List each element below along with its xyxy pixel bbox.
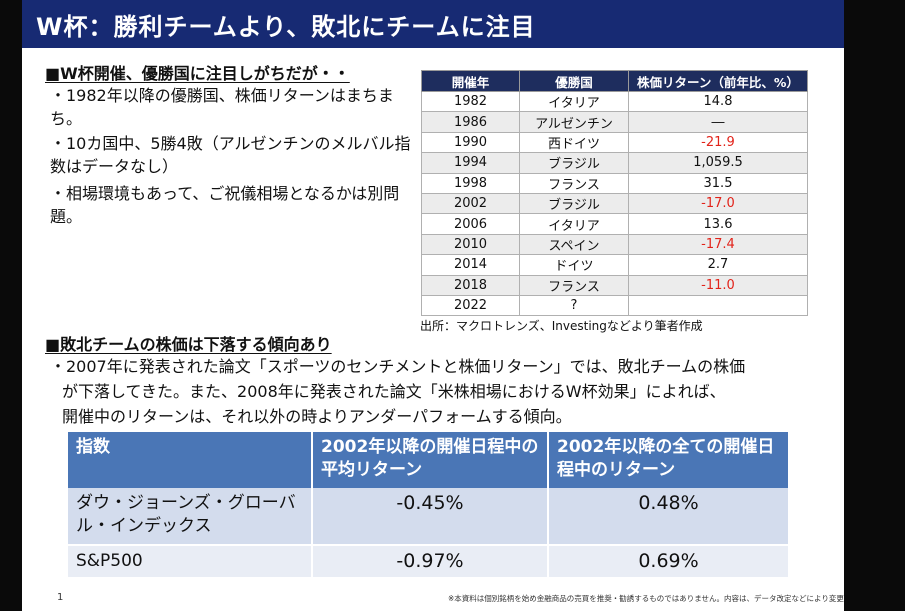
row-country: ドイツ <box>519 254 629 276</box>
performance-table-header: 指数 2002年以降の開催日程中の平均リターン 2002年以降の全ての開催日程中… <box>68 432 790 488</box>
row-year: 1994 <box>421 152 520 174</box>
header-country: 優勝国 <box>519 70 629 92</box>
table-row: 1986 アルゼンチン ― <box>421 111 808 133</box>
row-return: -21.9 <box>628 131 808 154</box>
row-country: イタリア <box>519 90 629 113</box>
perf-header-all: 2002年以降の全ての開催日程中のリターン <box>548 432 790 488</box>
section2-line-2: が下落してきた。また、2008年に発表された論文「米株相場におけるW杯効果」によ… <box>62 382 726 401</box>
row-year: 1986 <box>421 111 520 133</box>
table-row: 2022? <box>421 294 808 317</box>
row-country: フランス <box>519 172 629 194</box>
table-row: ダウ・ジョーンズ・グローバル・インデックス -0.45% 0.48% <box>68 488 790 546</box>
perf-avg-value: -0.97% <box>312 545 549 579</box>
row-return: 13.6 <box>628 213 808 235</box>
section2-line-1: ・2007年に発表された論文「スポーツのセンチメントと株価リターン」では、敗北チ… <box>50 357 746 376</box>
section1-heading: ■W杯開催、優勝国に注目しがちだが・・ <box>45 64 350 83</box>
row-return <box>628 294 808 317</box>
table-row: 1998 フランス 31.5 <box>421 172 808 194</box>
champions-table: 開催年 優勝国 株価リターン（前年比、%） 1982 イタリア 14.8 1986 アル… <box>421 70 808 317</box>
source-note: 出所：マクロトレンズ、Investingなどより筆者作成 <box>420 319 703 333</box>
row-country: イタリア <box>519 213 629 235</box>
table-row: S&P500 -0.97% 0.69% <box>68 545 790 579</box>
slide: W杯：勝利チームより、敗北にチームに注目 ■W杯開催、優勝国に注目しがちだが・・… <box>22 0 844 611</box>
row-return: ― <box>628 111 808 133</box>
row-country: ブラジル <box>519 192 629 215</box>
row-return: 2.7 <box>628 254 808 276</box>
perf-avg-value: -0.45% <box>312 488 549 546</box>
row-return: -11.0 <box>628 274 808 296</box>
page-number: 1 <box>57 592 64 603</box>
champions-table-header: 開催年 優勝国 株価リターン（前年比、%） <box>421 70 808 92</box>
table-row: 2006 イタリア 13.6 <box>421 213 808 235</box>
row-year: 2018 <box>421 274 520 296</box>
table-row: 1982 イタリア 14.8 <box>421 90 808 113</box>
table-row: 2014 ドイツ 2.7 <box>421 254 808 276</box>
perf-index-name: ダウ・ジョーンズ・グローバル・インデックス <box>68 488 313 546</box>
table-row: 1994 ブラジル 1,059.5 <box>421 152 808 174</box>
row-country: 西ドイツ <box>519 131 629 154</box>
section2-line-3: 開催中のリターンは、それ以外の時よりアンダーパフォームする傾向。 <box>62 407 572 426</box>
section1-bullet-3: ・相場環境もあって、ご祝儀相場となるかは別問題。 <box>50 184 400 226</box>
row-country: ブラジル <box>519 152 629 174</box>
section2-heading: ■敗北チームの株価は下落する傾向あり <box>45 335 332 354</box>
table-row: 2002 ブラジル -17.0 <box>421 192 808 215</box>
row-year: 2006 <box>421 213 520 235</box>
row-year: 1982 <box>421 90 520 113</box>
row-country: アルゼンチン <box>519 111 629 133</box>
perf-all-value: 0.69% <box>548 545 790 579</box>
table-row: 2018 フランス -11.0 <box>421 274 808 296</box>
row-return: -17.4 <box>628 233 808 256</box>
perf-header-avg: 2002年以降の開催日程中の平均リターン <box>312 432 549 488</box>
row-return: 1,059.5 <box>628 152 808 174</box>
title-bar: W杯：勝利チームより、敗北にチームに注目 <box>22 0 844 48</box>
row-year: 2010 <box>421 233 520 256</box>
perf-all-value: 0.48% <box>548 488 790 546</box>
row-year: 2022 <box>421 294 520 317</box>
row-country: フランス <box>519 274 629 296</box>
header-return: 株価リターン（前年比、%） <box>628 70 808 92</box>
perf-header-index: 指数 <box>68 432 313 488</box>
row-country: スペイン <box>519 233 629 256</box>
section1-bullet-1: ・1982年以降の優勝国、株価リターンはまちまち。 <box>50 86 394 128</box>
table-row: 1990 西ドイツ -21.9 <box>421 131 808 154</box>
header-year: 開催年 <box>421 70 520 92</box>
perf-index-name: S&P500 <box>68 545 313 579</box>
row-country: ? <box>519 294 629 317</box>
row-return: 31.5 <box>628 172 808 194</box>
section1-bullet-2: ・10カ国中、5勝4敗（アルゼンチンのメルバル指数はデータなし） <box>50 134 411 176</box>
row-year: 1998 <box>421 172 520 194</box>
row-year: 1990 <box>421 131 520 154</box>
row-year: 2014 <box>421 254 520 276</box>
performance-table: 指数 2002年以降の開催日程中の平均リターン 2002年以降の全ての開催日程中… <box>68 432 790 579</box>
row-year: 2002 <box>421 192 520 215</box>
disclaimer-footnote: ※本資料は個別銘柄を始め金融商品の売買を推奨・勧誘するものではありません。内容は… <box>448 594 844 603</box>
row-return: 14.8 <box>628 90 808 113</box>
row-return: -17.0 <box>628 192 808 215</box>
table-row: 2010 スペイン -17.4 <box>421 233 808 256</box>
slide-title: W杯：勝利チームより、敗北にチームに注目 <box>36 13 536 41</box>
